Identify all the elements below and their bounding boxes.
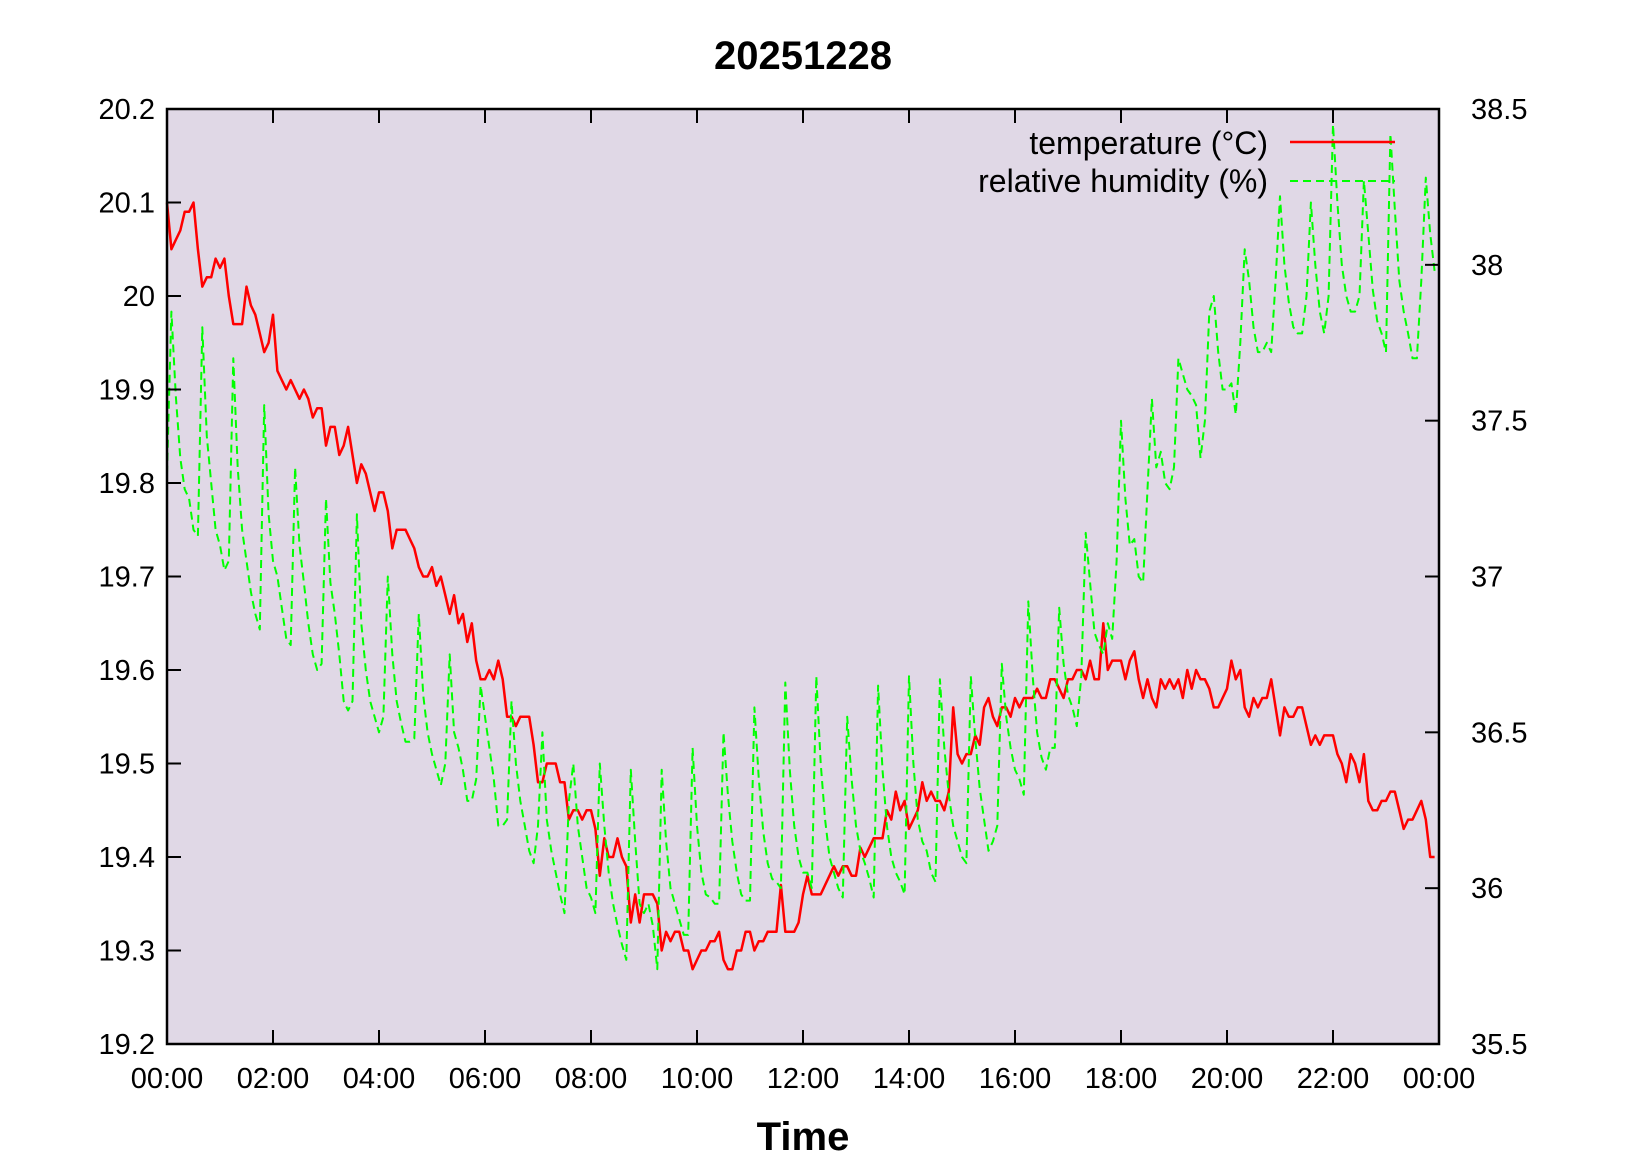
y2-tick-label: 36.5 <box>1471 717 1527 749</box>
y2-tick-label: 37.5 <box>1471 406 1527 438</box>
x-tick-label: 22:00 <box>1297 1063 1370 1095</box>
x-tick-label: 00:00 <box>1403 1063 1476 1095</box>
legend-label-humidity: relative humidity (%) <box>978 163 1268 199</box>
series-line-humidity <box>166 123 1436 971</box>
y-tick-label: 19.5 <box>99 749 155 781</box>
series-group <box>165 123 1436 971</box>
x-tick-label: 12:00 <box>767 1063 840 1095</box>
x-tick-label: 16:00 <box>979 1063 1052 1095</box>
y-tick-label: 19.8 <box>99 468 155 500</box>
y-tick-label: 19.9 <box>99 375 155 407</box>
series-line-temperature <box>165 201 1435 971</box>
y2-tick-label: 38.5 <box>1471 94 1527 126</box>
x-tick-label: 06:00 <box>449 1063 522 1095</box>
x-tick-label: 14:00 <box>873 1063 946 1095</box>
x-tick-label: 18:00 <box>1085 1063 1158 1095</box>
x-tick-label: 02:00 <box>237 1063 310 1095</box>
legend: temperature (°C) relative humidity (%) <box>978 125 1395 199</box>
x-tick-label: 04:00 <box>343 1063 416 1095</box>
y2-tick-label: 35.5 <box>1471 1029 1527 1061</box>
y-tick-label: 19.3 <box>99 936 155 968</box>
x-tick-label: 10:00 <box>661 1063 734 1095</box>
plot-background <box>167 109 1439 1044</box>
y-tick-label: 19.7 <box>99 562 155 594</box>
x-tick-label: 08:00 <box>555 1063 628 1095</box>
legend-label-temperature: temperature (°C) <box>1029 125 1268 161</box>
y-tick-label: 19.2 <box>99 1029 155 1061</box>
y2-tick-label: 37 <box>1471 562 1503 594</box>
x-tick-label: 20:00 <box>1191 1063 1264 1095</box>
y-tick-label: 19.6 <box>99 655 155 687</box>
y-tick-label: 19.4 <box>99 842 155 874</box>
x-axis-label: Time <box>757 1115 850 1155</box>
y2-tick-label: 36 <box>1471 873 1503 905</box>
chart-title: 20251228 <box>714 34 892 78</box>
y-tick-label: 20 <box>123 281 155 313</box>
y2-tick-label: 38 <box>1471 250 1503 282</box>
axis-ticks: 00:00 02:00 04:00 06:00 08:00 10:00 12:00 14:00… <box>99 94 1528 1095</box>
y-tick-label: 20.1 <box>99 188 155 220</box>
x-tick-label: 00:00 <box>131 1063 204 1095</box>
y-tick-label: 20.2 <box>99 94 155 126</box>
